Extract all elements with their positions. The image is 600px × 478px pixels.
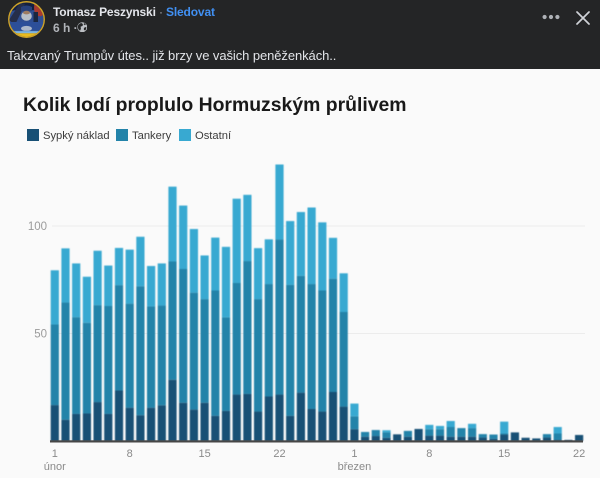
svg-text:1: 1: [52, 448, 58, 460]
svg-text:březen: březen: [338, 461, 372, 473]
svg-text:8: 8: [127, 448, 133, 460]
svg-text:15: 15: [198, 448, 210, 460]
svg-text:22: 22: [573, 448, 585, 460]
svg-text:8: 8: [426, 448, 432, 460]
svg-text:1: 1: [351, 448, 357, 460]
svg-text:50: 50: [34, 329, 47, 341]
svg-text:15: 15: [498, 448, 510, 460]
svg-text:100: 100: [28, 221, 47, 233]
svg-text:22: 22: [273, 448, 285, 460]
svg-text:únor: únor: [44, 461, 66, 473]
